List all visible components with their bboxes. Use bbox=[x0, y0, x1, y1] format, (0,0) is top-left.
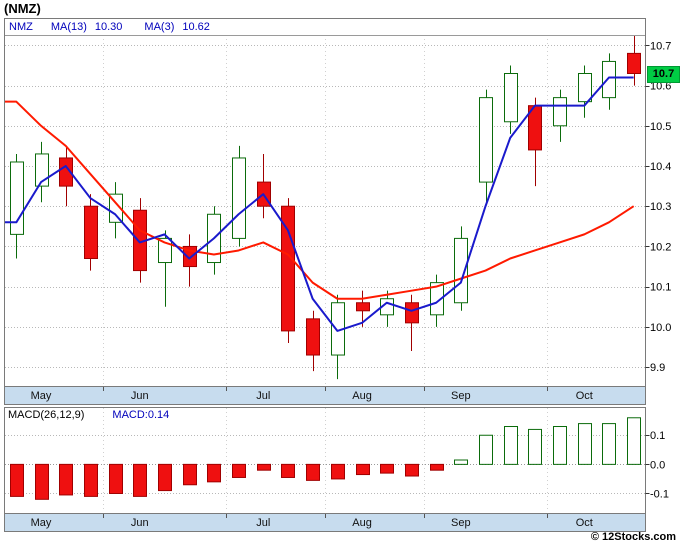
candle-up bbox=[479, 97, 493, 183]
macd-bar-positive bbox=[504, 426, 518, 465]
macd-bar-negative bbox=[183, 463, 197, 486]
ma13-line bbox=[5, 100, 635, 300]
candle-down bbox=[306, 318, 320, 356]
macd-bar-positive bbox=[479, 434, 493, 465]
legend-ma3-value: 10.62 bbox=[182, 21, 210, 33]
macd-bar-negative bbox=[306, 463, 320, 481]
candle-down bbox=[84, 205, 98, 260]
macd-bar-negative bbox=[257, 463, 271, 471]
candle-up bbox=[578, 73, 592, 103]
macd-params-label: MACD(26,12,9) bbox=[8, 409, 85, 421]
macd-bar-negative bbox=[405, 463, 419, 477]
candle-up bbox=[454, 237, 468, 304]
month-label: Sep bbox=[451, 390, 471, 402]
month-label: Jun bbox=[131, 390, 149, 402]
macd-bar-positive bbox=[528, 428, 542, 465]
macd-bar-negative bbox=[430, 463, 444, 471]
month-label: Oct bbox=[576, 517, 593, 529]
last-price-badge: 10.7 bbox=[647, 66, 680, 83]
y-axis-label: 9.9 bbox=[650, 362, 665, 374]
month-label: Oct bbox=[576, 390, 593, 402]
macd-legend: MACD(26,12,9) MACD:0.14 bbox=[8, 409, 169, 421]
macd-bar-negative bbox=[380, 463, 394, 474]
y-axis-label: 10.2 bbox=[650, 241, 671, 253]
month-label: Jul bbox=[256, 517, 270, 529]
macd-bar-negative bbox=[281, 463, 295, 478]
legend-ma13-label: MA(13) bbox=[50, 21, 87, 33]
candle-up bbox=[232, 157, 246, 239]
y-axis-label: 0.1 bbox=[650, 430, 665, 442]
candle-down bbox=[627, 52, 641, 75]
macd-bar-positive bbox=[602, 423, 616, 465]
candle-down bbox=[405, 302, 419, 324]
macd-bar-negative bbox=[232, 463, 246, 478]
month-label: Jun bbox=[131, 517, 149, 529]
month-label: May bbox=[31, 517, 52, 529]
ticker-title: (NMZ) bbox=[4, 1, 41, 16]
candle-down bbox=[59, 157, 73, 187]
legend-ma3-label: MA(3) bbox=[144, 21, 175, 33]
copyright-credit: © 12Stocks.com bbox=[590, 531, 676, 543]
month-label: Sep bbox=[451, 517, 471, 529]
macd-bar-positive bbox=[627, 417, 641, 465]
macd-bar-negative bbox=[331, 463, 345, 480]
candle-up bbox=[504, 73, 518, 123]
macd-bar-positive bbox=[553, 426, 567, 465]
macd-bar-negative bbox=[356, 463, 370, 476]
y-axis-label: 10.7 bbox=[650, 40, 671, 52]
x-axis-band bbox=[4, 513, 646, 532]
ma3-line bbox=[5, 76, 634, 332]
candle-up bbox=[553, 97, 567, 127]
macd-bar-negative bbox=[84, 463, 98, 497]
macd-bar-negative bbox=[133, 463, 147, 497]
y-axis-label: 10.5 bbox=[650, 121, 671, 133]
macd-bar-positive bbox=[454, 459, 468, 465]
y-axis-label: -0.1 bbox=[650, 488, 669, 500]
y-axis-label: 10.4 bbox=[650, 161, 671, 173]
legend-symbol: NMZ bbox=[9, 21, 33, 33]
candle-up bbox=[10, 161, 24, 235]
candle-down bbox=[356, 302, 370, 312]
month-label: May bbox=[31, 390, 52, 402]
macd-bar-positive bbox=[578, 423, 592, 465]
candle-up bbox=[602, 60, 616, 99]
macd-bar-negative bbox=[59, 463, 73, 496]
month-label: Aug bbox=[352, 390, 372, 402]
candle-up bbox=[430, 282, 444, 316]
month-label: Aug bbox=[352, 517, 372, 529]
macd-bar-negative bbox=[35, 463, 49, 500]
candle-up bbox=[35, 153, 49, 187]
y-axis-label: 0.0 bbox=[650, 459, 665, 471]
y-axis-label: 10.3 bbox=[650, 201, 671, 213]
macd-bar-negative bbox=[207, 463, 221, 483]
macd-bar-negative bbox=[158, 463, 172, 492]
y-axis-label: 10.1 bbox=[650, 282, 671, 294]
macd-value-label: MACD:0.14 bbox=[112, 409, 170, 421]
legend-ma13-value: 10.30 bbox=[94, 21, 123, 33]
month-label: Jul bbox=[256, 390, 270, 402]
price-legend: NMZ MA(13) 10.30 MA(3) 10.62 bbox=[5, 19, 645, 36]
x-axis-band bbox=[4, 386, 646, 405]
macd-bar-negative bbox=[109, 463, 123, 494]
y-axis-label: 10.0 bbox=[650, 322, 671, 334]
candle-up bbox=[109, 193, 123, 223]
macd-bar-negative bbox=[10, 463, 24, 497]
y-axis-label: 10.6 bbox=[650, 81, 671, 93]
